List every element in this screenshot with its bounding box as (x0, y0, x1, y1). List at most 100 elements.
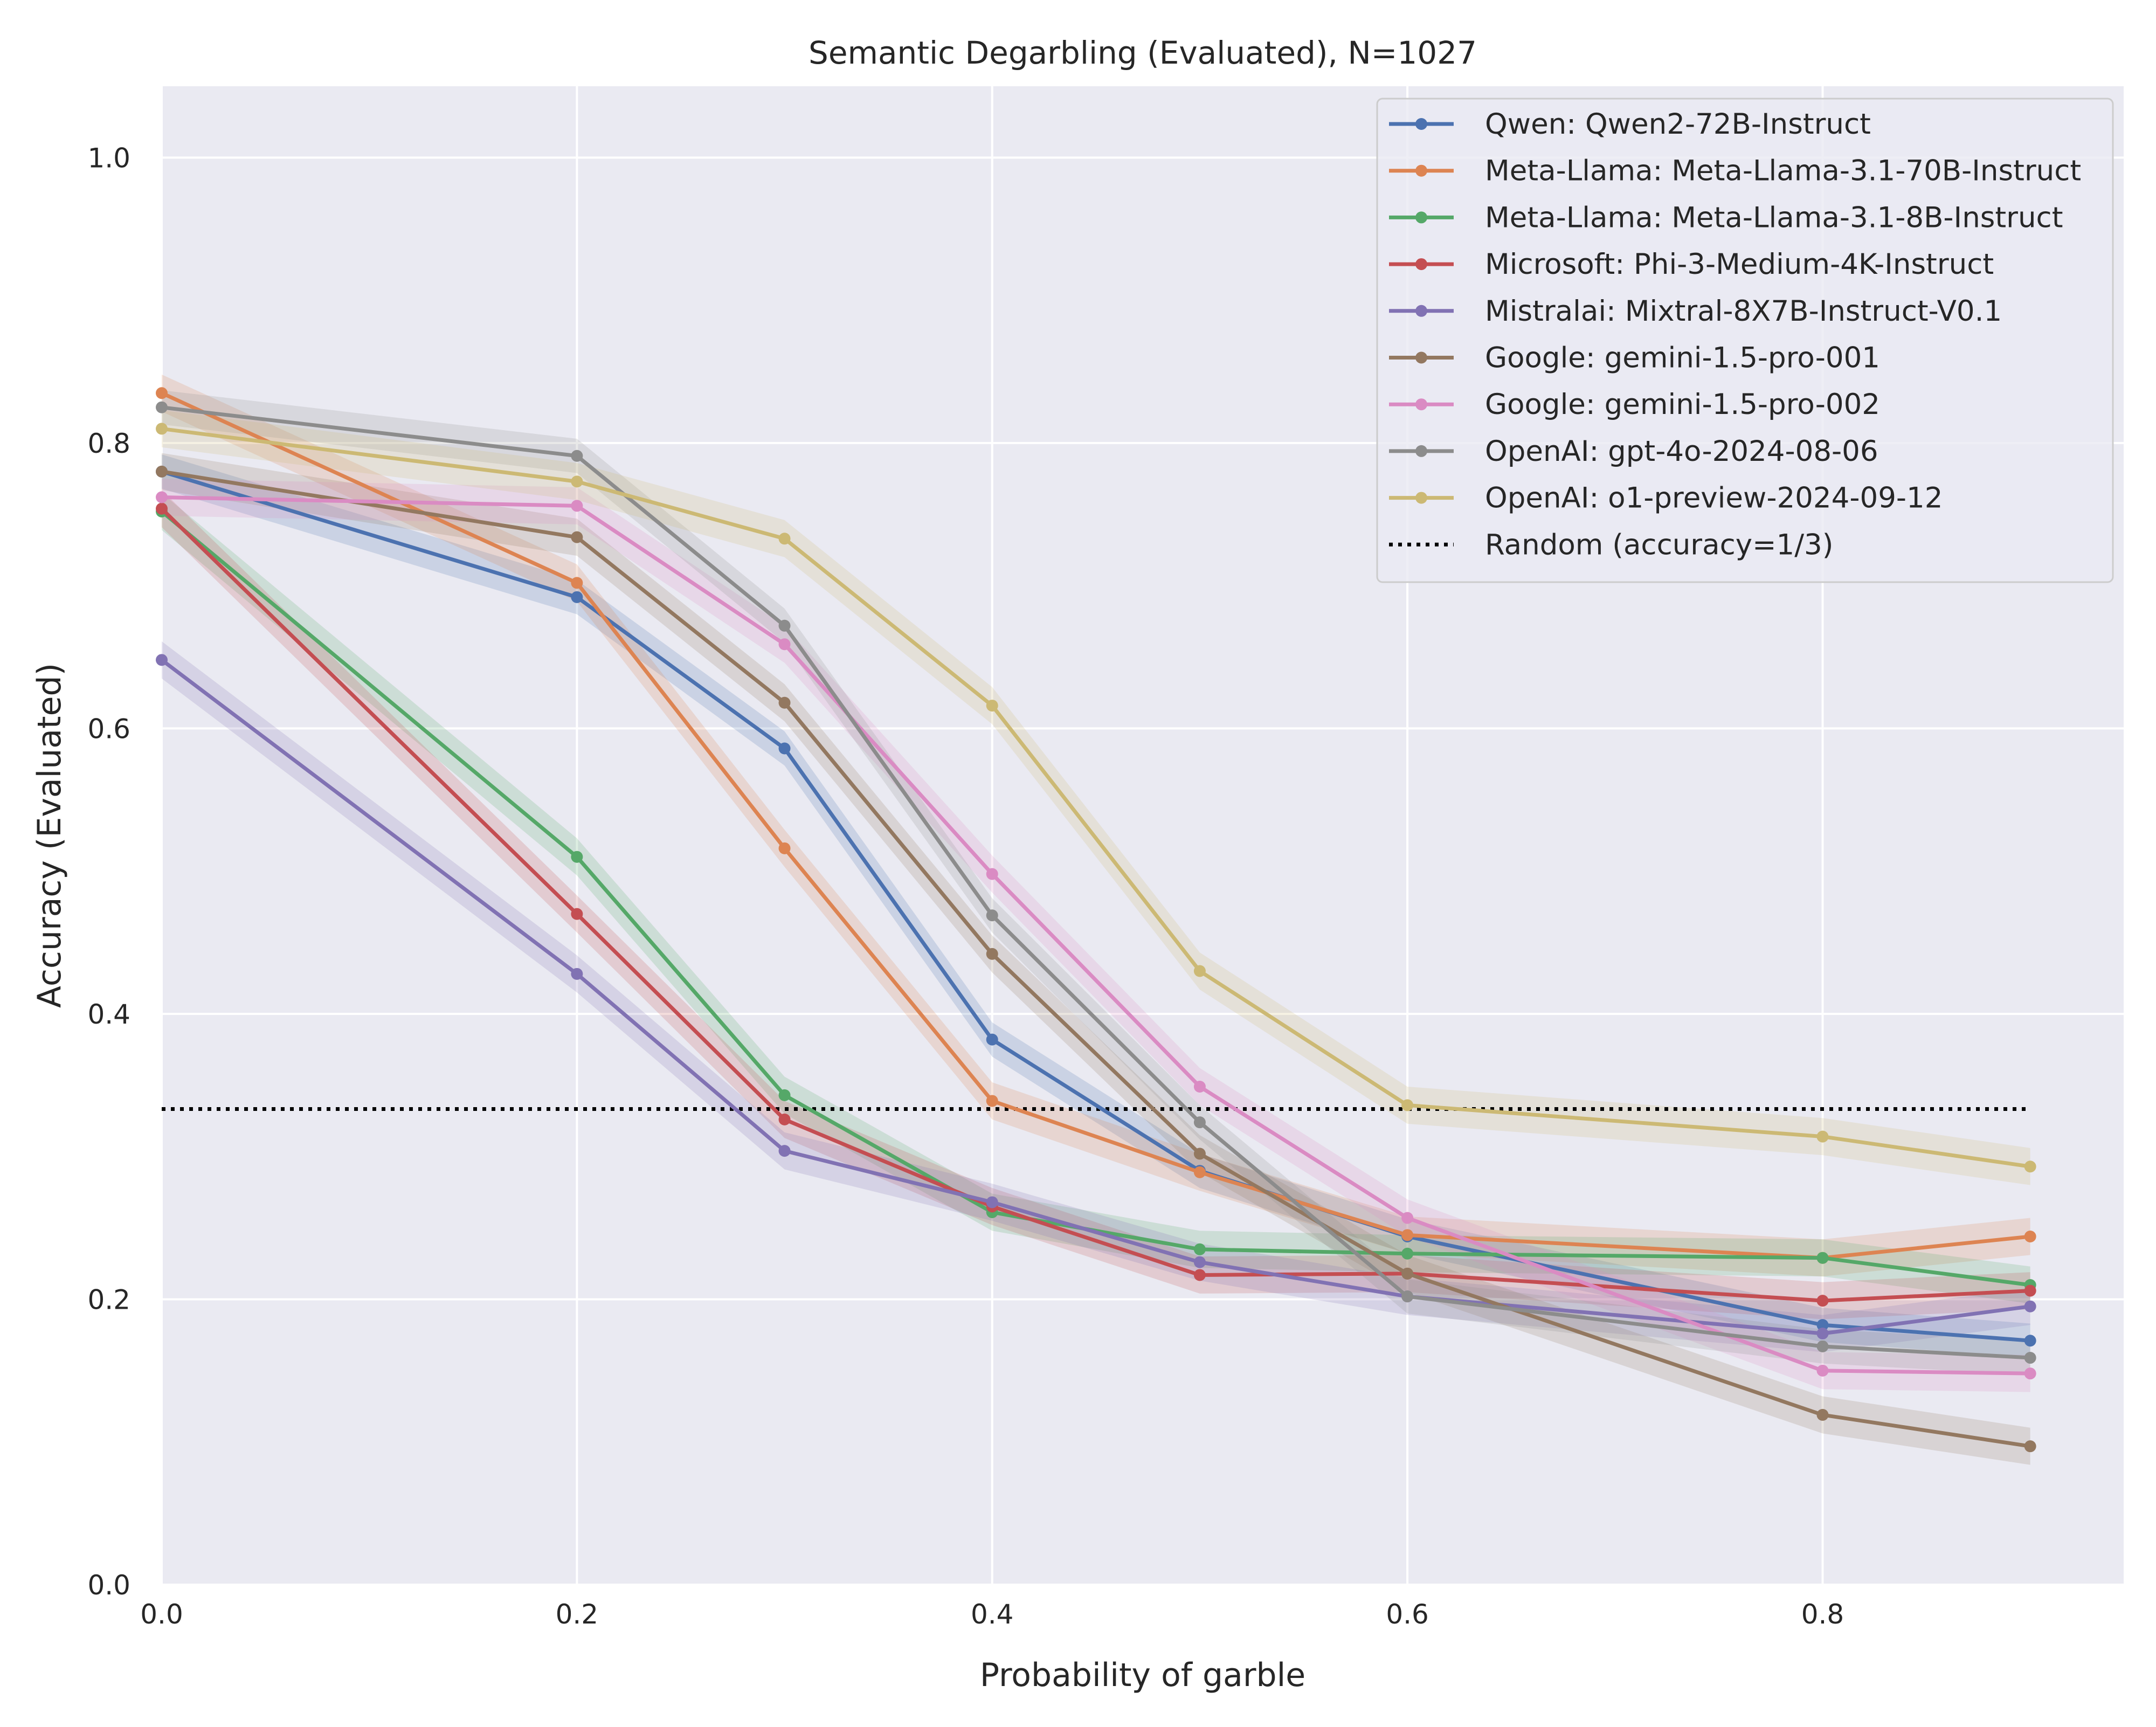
data-point (986, 909, 998, 922)
data-point (1401, 1229, 1414, 1241)
data-point (156, 423, 168, 435)
legend-label: Google: gemini-1.5-pro-001 (1485, 342, 1880, 375)
data-point (2024, 1230, 2036, 1242)
confidence-band-1 (162, 374, 2030, 1277)
data-point (1401, 1247, 1414, 1260)
data-point (571, 968, 583, 980)
chart-title: Semantic Degarbling (Evaluated), N=1027 (808, 34, 1477, 71)
legend-swatch-marker (1415, 164, 1427, 177)
series-line (161, 469, 2030, 1343)
y-axis-label: Accuracy (Evaluated) (31, 663, 68, 1008)
data-point (1816, 1408, 1829, 1421)
legend-label: Random (accuracy=1/3) (1485, 528, 1833, 561)
data-series (156, 387, 2036, 1453)
data-point (1401, 1212, 1414, 1224)
series-7 (156, 401, 2036, 1364)
series-line (161, 426, 2031, 1169)
legend-entry: Meta-Llama: Meta-Llama-3.1-8B-Instruct (1389, 201, 2063, 234)
data-point (1193, 965, 1206, 977)
data-point (778, 742, 791, 755)
data-point (986, 1033, 998, 1046)
data-point (156, 401, 168, 413)
legend-label: OpenAI: o1-preview-2024-09-12 (1485, 482, 1943, 515)
legend-label: Google: gemini-1.5-pro-002 (1485, 388, 1880, 421)
data-point (571, 475, 583, 488)
data-point (571, 908, 583, 920)
x-tick-label: 0.8 (1801, 1599, 1844, 1630)
data-point (1816, 1328, 1829, 1340)
data-point (1816, 1252, 1829, 1264)
legend-swatch-marker (1415, 445, 1427, 457)
data-point (156, 654, 168, 666)
legend-swatch-marker (1415, 211, 1427, 224)
y-tick-label: 0.6 (87, 713, 130, 744)
data-point (571, 591, 583, 603)
legend-label: OpenAI: gpt-4o-2024-08-06 (1485, 435, 1878, 468)
confidence-bands (162, 374, 2030, 1465)
legend-swatch-marker (1415, 118, 1427, 130)
data-point (1816, 1295, 1829, 1307)
data-point (2024, 1160, 2036, 1173)
data-point (2024, 1440, 2036, 1453)
legend-box (1376, 98, 2114, 583)
data-point (1193, 1269, 1206, 1281)
series-line (160, 507, 2030, 1303)
data-point (2024, 1367, 2036, 1380)
tick-labels: 0.0 0.2 0.4 0.6 0.8 0.0 0.2 0.4 0.6 0.8 1.0 (87, 142, 1844, 1630)
data-point (1816, 1319, 1829, 1331)
data-point (778, 638, 791, 651)
series-6 (156, 491, 2036, 1380)
data-point (778, 1113, 791, 1125)
data-point (986, 700, 998, 712)
series-line (161, 495, 2030, 1376)
x-tick-label: 0.2 (556, 1599, 599, 1630)
data-point (2024, 1352, 2036, 1364)
series-8 (156, 423, 2036, 1173)
series-line (160, 658, 2031, 1336)
data-point (1816, 1364, 1829, 1377)
y-tick-label: 0.4 (87, 999, 130, 1030)
data-point (1816, 1340, 1829, 1352)
data-point (1401, 1290, 1414, 1303)
series-line (161, 391, 2031, 1260)
data-point (156, 387, 168, 399)
data-point (1193, 1116, 1206, 1129)
legend-label: Meta-Llama: Meta-Llama-3.1-70B-Instruct (1485, 155, 2081, 188)
legend-label: Meta-Llama: Meta-Llama-3.1-8B-Instruct (1485, 201, 2063, 234)
legend-swatch-marker (1415, 258, 1427, 271)
legend: Qwen: Qwen2-72B-Instruct Meta-Llama: Meta… (1376, 98, 2114, 583)
data-point (778, 619, 791, 632)
data-point (571, 577, 583, 589)
x-tick-label: 0.4 (971, 1599, 1014, 1630)
legend-entry: OpenAI: o1-preview-2024-09-12 (1389, 482, 1943, 515)
legend-entry: Google: gemini-1.5-pro-002 (1389, 388, 1880, 421)
data-point (778, 842, 791, 854)
data-point (1193, 1148, 1206, 1160)
data-point (571, 531, 583, 543)
confidence-band-0 (162, 454, 2030, 1358)
data-point (2024, 1284, 2036, 1297)
legend-entry: Google: gemini-1.5-pro-001 (1389, 342, 1880, 375)
legend-label: Qwen: Qwen2-72B-Instruct (1485, 108, 1871, 141)
x-tick-label: 0.6 (1386, 1599, 1429, 1630)
data-point (1193, 1256, 1206, 1268)
data-point (1401, 1099, 1414, 1111)
legend-entry: Microsoft: Phi-3-Medium-4K-Instruct (1389, 248, 1994, 281)
data-point (986, 1095, 998, 1107)
y-tick-label: 0.0 (87, 1570, 130, 1601)
data-point (986, 948, 998, 960)
data-point (1401, 1267, 1414, 1280)
data-point (1193, 1243, 1206, 1255)
data-point (986, 868, 998, 880)
legend-entry: Mistralai: Mixtral-8X7B-Instruct-V0.1 (1389, 295, 2002, 328)
data-point (571, 500, 583, 512)
legend-label: Microsoft: Phi-3-Medium-4K-Instruct (1485, 248, 1994, 281)
legend-swatch-marker (1415, 398, 1427, 411)
legend-swatch-marker (1415, 305, 1427, 317)
data-point (778, 696, 791, 709)
data-point (1193, 1166, 1206, 1178)
data-point (778, 533, 791, 545)
data-point (986, 1196, 998, 1208)
